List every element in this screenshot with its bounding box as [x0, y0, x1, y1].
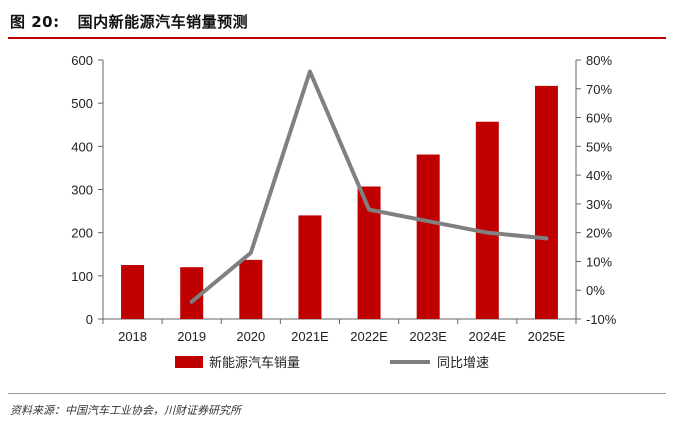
x-axis-tick-label: 2023E	[409, 329, 447, 344]
x-axis-tick-label: 2020	[236, 329, 265, 344]
left-axis-tick-label: 100	[71, 269, 93, 284]
legend-label-bar: 新能源汽车销量	[209, 355, 300, 371]
left-axis-tick-label: 200	[71, 226, 93, 241]
source-rule	[8, 393, 666, 394]
bar	[534, 85, 558, 320]
x-axis-tick-label: 2024E	[469, 329, 507, 344]
left-axis-tick-label: 600	[71, 53, 93, 68]
left-axis-tick-label: 500	[71, 96, 93, 111]
bar	[180, 267, 204, 319]
left-axis-tick-label: 300	[71, 183, 93, 198]
right-axis-tick-label: 50%	[586, 139, 612, 154]
bar	[239, 259, 263, 319]
legend: 新能源汽车销量 同比增速	[175, 355, 489, 371]
legend-label-line: 同比增速	[437, 356, 489, 371]
right-axis-tick-label: 60%	[586, 111, 612, 126]
x-axis-tick-label: 2018	[118, 329, 147, 344]
right-axis-tick-label: 80%	[586, 53, 612, 68]
x-axis-tick-label: 2025E	[528, 329, 566, 344]
left-axis-tick-label: 400	[71, 139, 93, 154]
right-axis-tick-label: 70%	[586, 82, 612, 97]
bar	[416, 154, 440, 319]
line-series	[189, 69, 549, 304]
figure-title: 图 20: 国内新能源汽车销量预测	[10, 11, 248, 32]
figure-title-text: 国内新能源汽车销量预测	[77, 13, 249, 31]
right-axis-tick-label: 20%	[586, 226, 612, 241]
legend-swatch-bar	[175, 356, 203, 368]
combo-chart: 0 100 200 300 400 500 600 -10% 0% 10% 20% 30% 40% 50%…	[71, 53, 617, 371]
x-axis-tick-label: 2021E	[291, 329, 329, 344]
bar	[121, 265, 145, 319]
left-axis-tick-label: 0	[86, 312, 93, 327]
bar	[298, 215, 322, 319]
x-axis-ticks: 2018 2019 2020 2021E 2022E 2023E 2024E 2025E	[118, 329, 565, 344]
bar-series	[121, 85, 558, 320]
right-axis-tick-label: 0%	[586, 283, 605, 298]
source-note: 资料来源：中国汽车工业协会，川财证券研究所	[10, 404, 241, 417]
title-rule	[8, 37, 666, 39]
right-axis-tick-label: 40%	[586, 168, 612, 183]
figure-label: 图 20:	[10, 13, 60, 31]
bar	[357, 186, 381, 319]
right-axis-tick-label: 10%	[586, 254, 612, 269]
right-axis-tick-label: 30%	[586, 197, 612, 212]
x-axis-tick-label: 2022E	[350, 329, 388, 344]
bar	[475, 121, 499, 319]
right-axis-tick-label: -10%	[586, 312, 617, 327]
x-axis-tick-label: 2019	[177, 329, 206, 344]
